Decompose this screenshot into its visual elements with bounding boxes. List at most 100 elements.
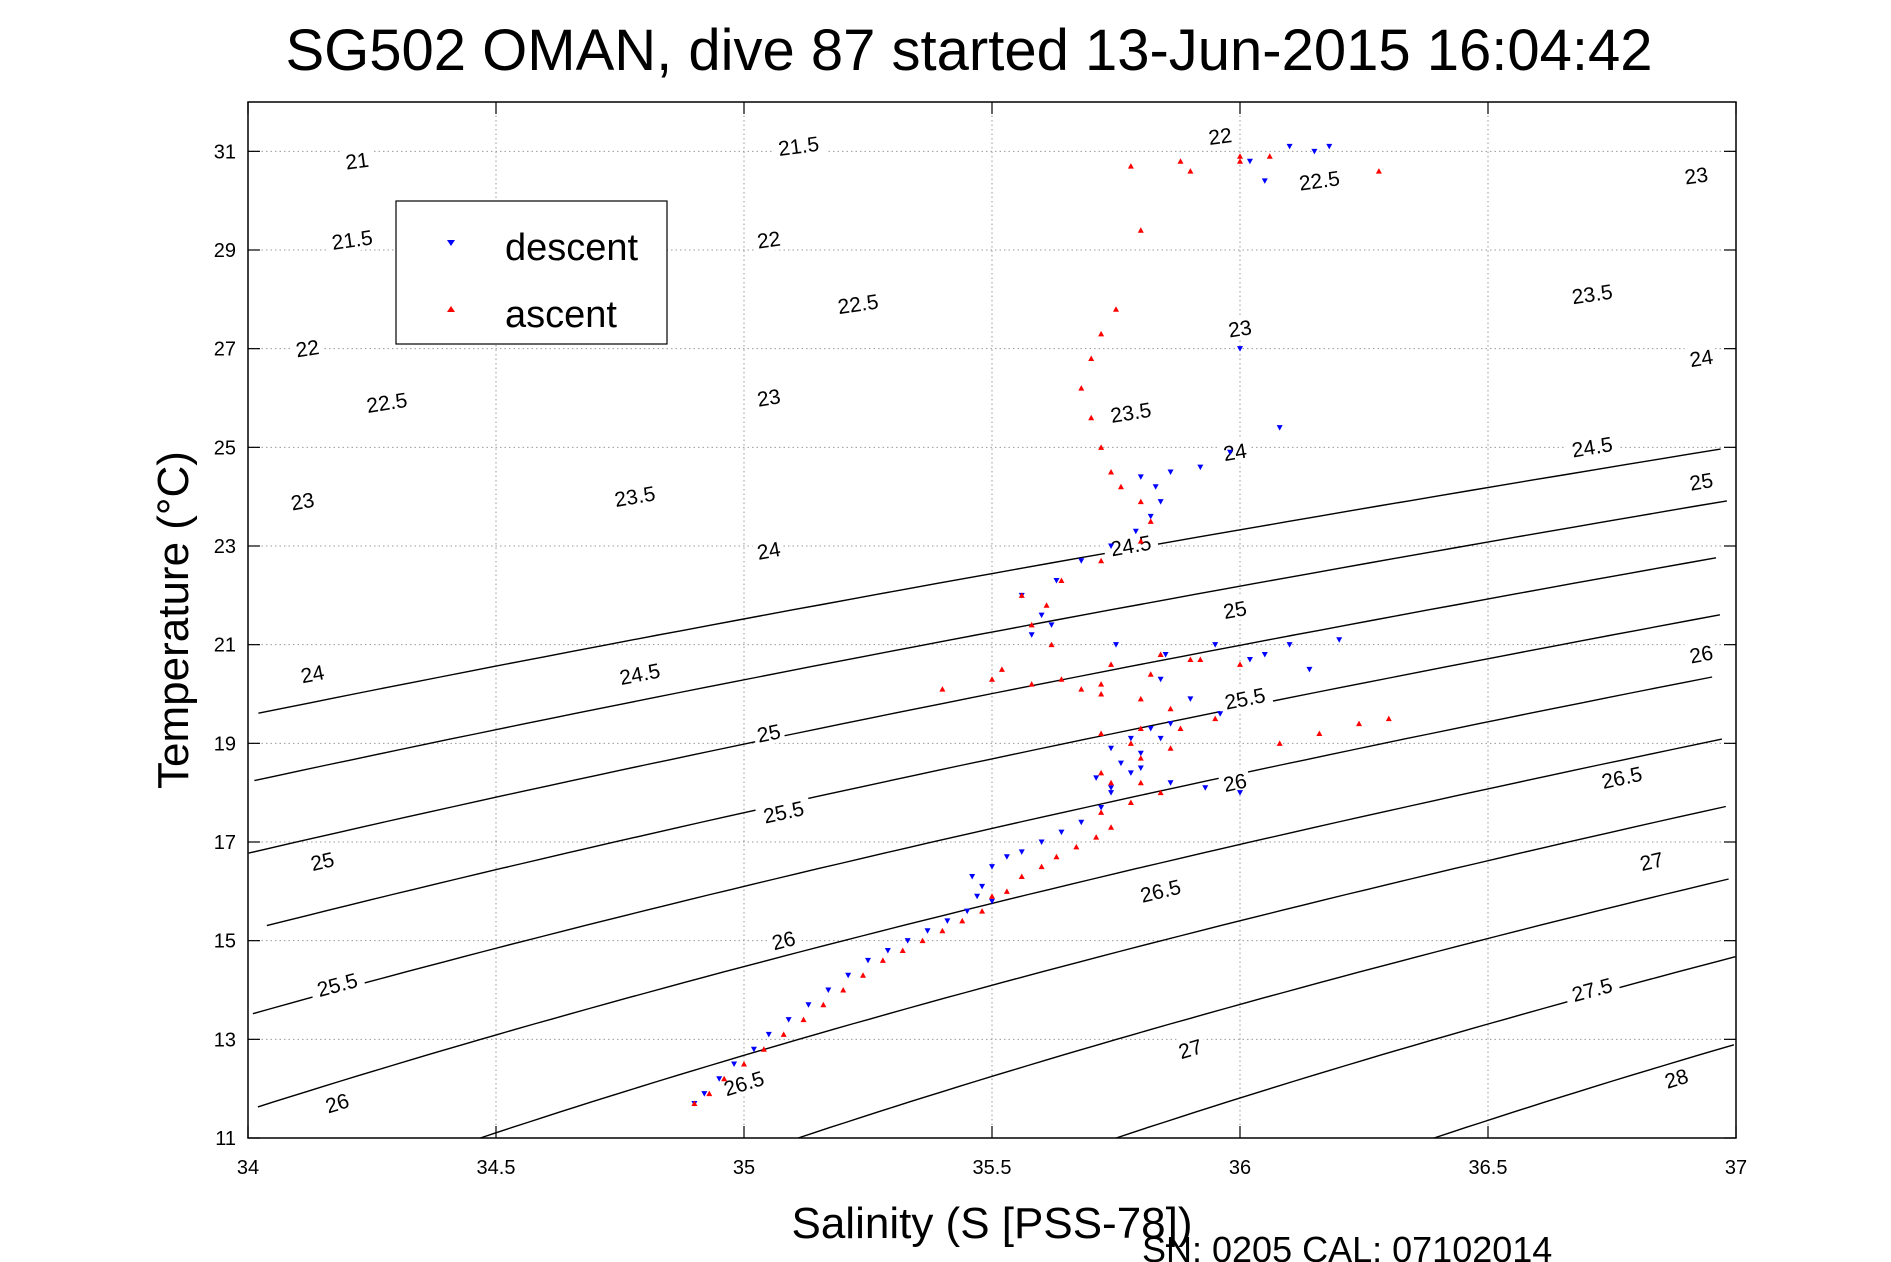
contour-label-text: 23 xyxy=(1683,164,1709,190)
ascent-point xyxy=(820,1001,827,1008)
density-contour-line xyxy=(797,878,1729,1139)
contour-label-bg xyxy=(1217,594,1252,624)
contour-label-text: 22.5 xyxy=(1298,167,1342,195)
contour-label: 24.5 xyxy=(1102,528,1160,562)
ascent-point xyxy=(840,987,847,993)
descent-point xyxy=(1276,425,1283,431)
contour-label-bg xyxy=(1290,164,1348,196)
descent-point xyxy=(884,948,891,954)
y-tick-label: 13 xyxy=(214,1029,236,1051)
contour-label: 24 xyxy=(751,535,786,565)
descent-point xyxy=(1261,178,1268,184)
contour-label-bg xyxy=(1563,277,1621,310)
descent-point xyxy=(1286,642,1293,648)
contour-label-bg xyxy=(752,225,786,254)
contour-label: 22 xyxy=(752,225,786,254)
y-tick-label: 23 xyxy=(214,536,236,558)
contour-label: 26 xyxy=(765,924,801,955)
contour-label: 23 xyxy=(1679,161,1713,190)
contour-label-text: 24 xyxy=(755,538,782,565)
descent-point xyxy=(924,928,931,934)
descent-point xyxy=(1147,513,1154,520)
descent-point xyxy=(1157,499,1164,505)
y-tick-label: 29 xyxy=(214,240,236,262)
contour-label-text: 21 xyxy=(344,149,370,175)
contour-label-text: 23 xyxy=(1227,316,1254,342)
descent-series xyxy=(691,143,1343,1107)
legend-box xyxy=(395,200,668,345)
contour-label: 21.5 xyxy=(770,129,827,161)
ascent-point xyxy=(1127,740,1134,746)
contour-label: 25 xyxy=(304,845,340,876)
contour-label-text: 25 xyxy=(309,848,337,876)
ascent-point xyxy=(706,1090,713,1097)
ascent-point xyxy=(1108,661,1115,667)
contour-label: 25 xyxy=(1217,594,1252,624)
ascent-point xyxy=(1237,661,1243,667)
contour-label-text: 25 xyxy=(755,720,783,747)
descent-point xyxy=(1147,726,1154,732)
contour-label: 24 xyxy=(295,658,330,688)
contour-label-text: 23 xyxy=(289,489,316,516)
descent-point xyxy=(1108,745,1115,752)
contour-label-bg xyxy=(295,658,330,688)
contour-label-bg xyxy=(304,845,340,876)
contour-label: 22.5 xyxy=(1290,164,1348,196)
descent-point xyxy=(1038,839,1045,845)
x-tick-label: 36 xyxy=(1229,1157,1251,1179)
contour-label-text: 21.5 xyxy=(330,226,374,254)
ascent-point xyxy=(800,1016,807,1023)
y-tick-label: 21 xyxy=(214,635,236,657)
chart-title: SG502 OMAN, dive 87 started 13-Jun-2015 … xyxy=(285,18,1652,83)
ascent-point xyxy=(760,1046,767,1052)
descent-point xyxy=(1326,143,1333,150)
ascent-point xyxy=(1098,681,1105,687)
ascent-point xyxy=(979,908,986,914)
descent-point xyxy=(1137,750,1144,757)
contour-label: 24.5 xyxy=(1563,430,1621,463)
descent-point xyxy=(716,1076,723,1082)
ascent-point xyxy=(1187,656,1194,662)
ascent-point xyxy=(1137,227,1144,233)
legend-descent-marker xyxy=(447,240,455,246)
contour-label: 26 xyxy=(319,1086,355,1119)
descent-point xyxy=(805,1002,812,1008)
contour-label-text: 24 xyxy=(299,661,327,688)
descent-point xyxy=(1108,790,1115,796)
descent-point xyxy=(1003,854,1010,860)
contour-label-bg xyxy=(1102,528,1160,562)
ascent-point xyxy=(1018,873,1025,880)
ascent-point xyxy=(1073,843,1080,850)
ascent-point xyxy=(1098,730,1105,736)
descent-point xyxy=(1286,143,1293,150)
contour-label-bg xyxy=(1563,430,1621,463)
descent-point xyxy=(969,874,976,880)
contour-label: 21 xyxy=(340,146,374,175)
contour-label-bg xyxy=(307,965,367,1003)
descent-point xyxy=(944,918,951,924)
density-contour-line xyxy=(257,738,1723,1108)
ascent-point xyxy=(1108,779,1115,786)
y-tick-label: 15 xyxy=(214,931,236,953)
contour-label-bg xyxy=(1102,395,1160,428)
contour-label-bg xyxy=(829,287,887,320)
descent-point xyxy=(1157,676,1164,683)
ascent-point xyxy=(1028,621,1035,628)
ascent-point xyxy=(1266,153,1273,159)
contour-label: 23.5 xyxy=(1563,277,1621,310)
contour-label-bg xyxy=(290,333,324,362)
ascent-point xyxy=(1167,705,1174,712)
x-axis-ticks: 34 34.5 35 35.5 36 36.5 37 xyxy=(237,102,1747,1179)
descent-point xyxy=(1157,735,1164,742)
contour-label-bg xyxy=(1218,437,1252,466)
density-contours: 2121.52222.523242525.52621.52222.52323.5… xyxy=(248,121,1736,1139)
contour-label-bg xyxy=(1592,759,1651,795)
descent-point xyxy=(1028,632,1035,638)
contour-label: 25 xyxy=(751,717,786,748)
y-axis-ticks: 11 13 15 17 19 21 23 25 27 29 31 xyxy=(214,141,1736,1150)
ascent-point xyxy=(959,917,966,924)
contour-label: 24 xyxy=(1218,437,1252,466)
ascent-point xyxy=(1276,740,1283,746)
